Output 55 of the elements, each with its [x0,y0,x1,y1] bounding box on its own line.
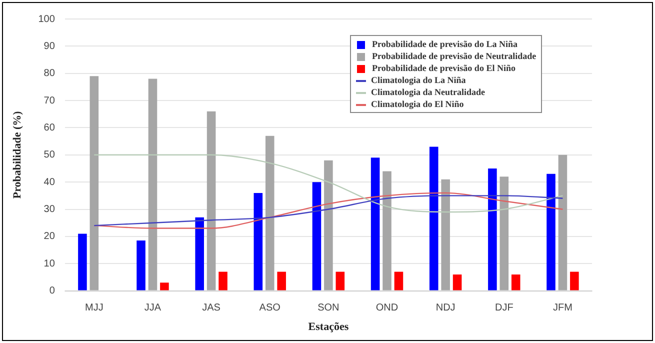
x-tick-label: MJJ [84,302,104,314]
bar [370,158,380,290]
bar [500,176,509,290]
y-tick-label: 60 [44,122,56,134]
x-tick-label: DJF [494,302,514,314]
x-tick-label: ASO [259,302,281,314]
bar [546,174,556,290]
legend-label: Probabilidade de previsão do El Niño [372,63,516,73]
y-tick-label: 50 [44,150,56,161]
bar [570,272,579,290]
bar [394,272,404,290]
bar [254,192,263,290]
bar [558,154,568,290]
x-tick-label: SON [318,302,340,314]
legend-label: Climatologia da Neutralidade [371,87,485,97]
y-tick-label: 0 [49,286,56,297]
bar [382,171,392,290]
bar [90,76,99,290]
bar [195,217,204,290]
y-axis-title: Probabilidade (%) [11,110,24,199]
line-series [94,154,564,213]
bar [441,179,450,290]
y-tick-label: 30 [44,204,56,216]
y-tick-label: 70 [44,95,56,106]
x-tick-label: NDJ [436,302,456,314]
bar [336,272,345,290]
bar [160,282,169,290]
legend-label: Probabilidade de previsão de Neutralidade [372,51,536,61]
bar [511,274,520,290]
bar [488,168,497,290]
y-tick-label: 100 [38,14,56,25]
x-axis-title: Estações [308,321,350,334]
bar [324,160,333,290]
bar [148,78,158,290]
y-tick-label: 40 [44,176,56,188]
bar [78,234,87,290]
x-tick-label: OND [376,302,398,314]
y-tick-label: 10 [44,258,56,270]
bar [277,272,286,290]
legend-label: Climatologia do El Niño [371,99,464,109]
bar [265,136,274,290]
y-tick-label: 80 [44,68,56,80]
x-tick-label: JFM [552,302,572,314]
bar [206,111,216,290]
bar [312,182,322,290]
y-tick-label: 20 [44,231,56,242]
y-tick-label: 90 [44,40,56,52]
legend-label: Climatologia do La Niña [371,75,466,85]
bar [218,272,228,290]
x-tick-label: JJA [144,302,162,314]
bar [452,274,462,290]
bar [136,240,146,290]
x-tick-label: JAS [202,302,221,314]
bar [429,146,438,290]
legend-label: Probabilidade de previsão do La Niña [372,39,518,49]
